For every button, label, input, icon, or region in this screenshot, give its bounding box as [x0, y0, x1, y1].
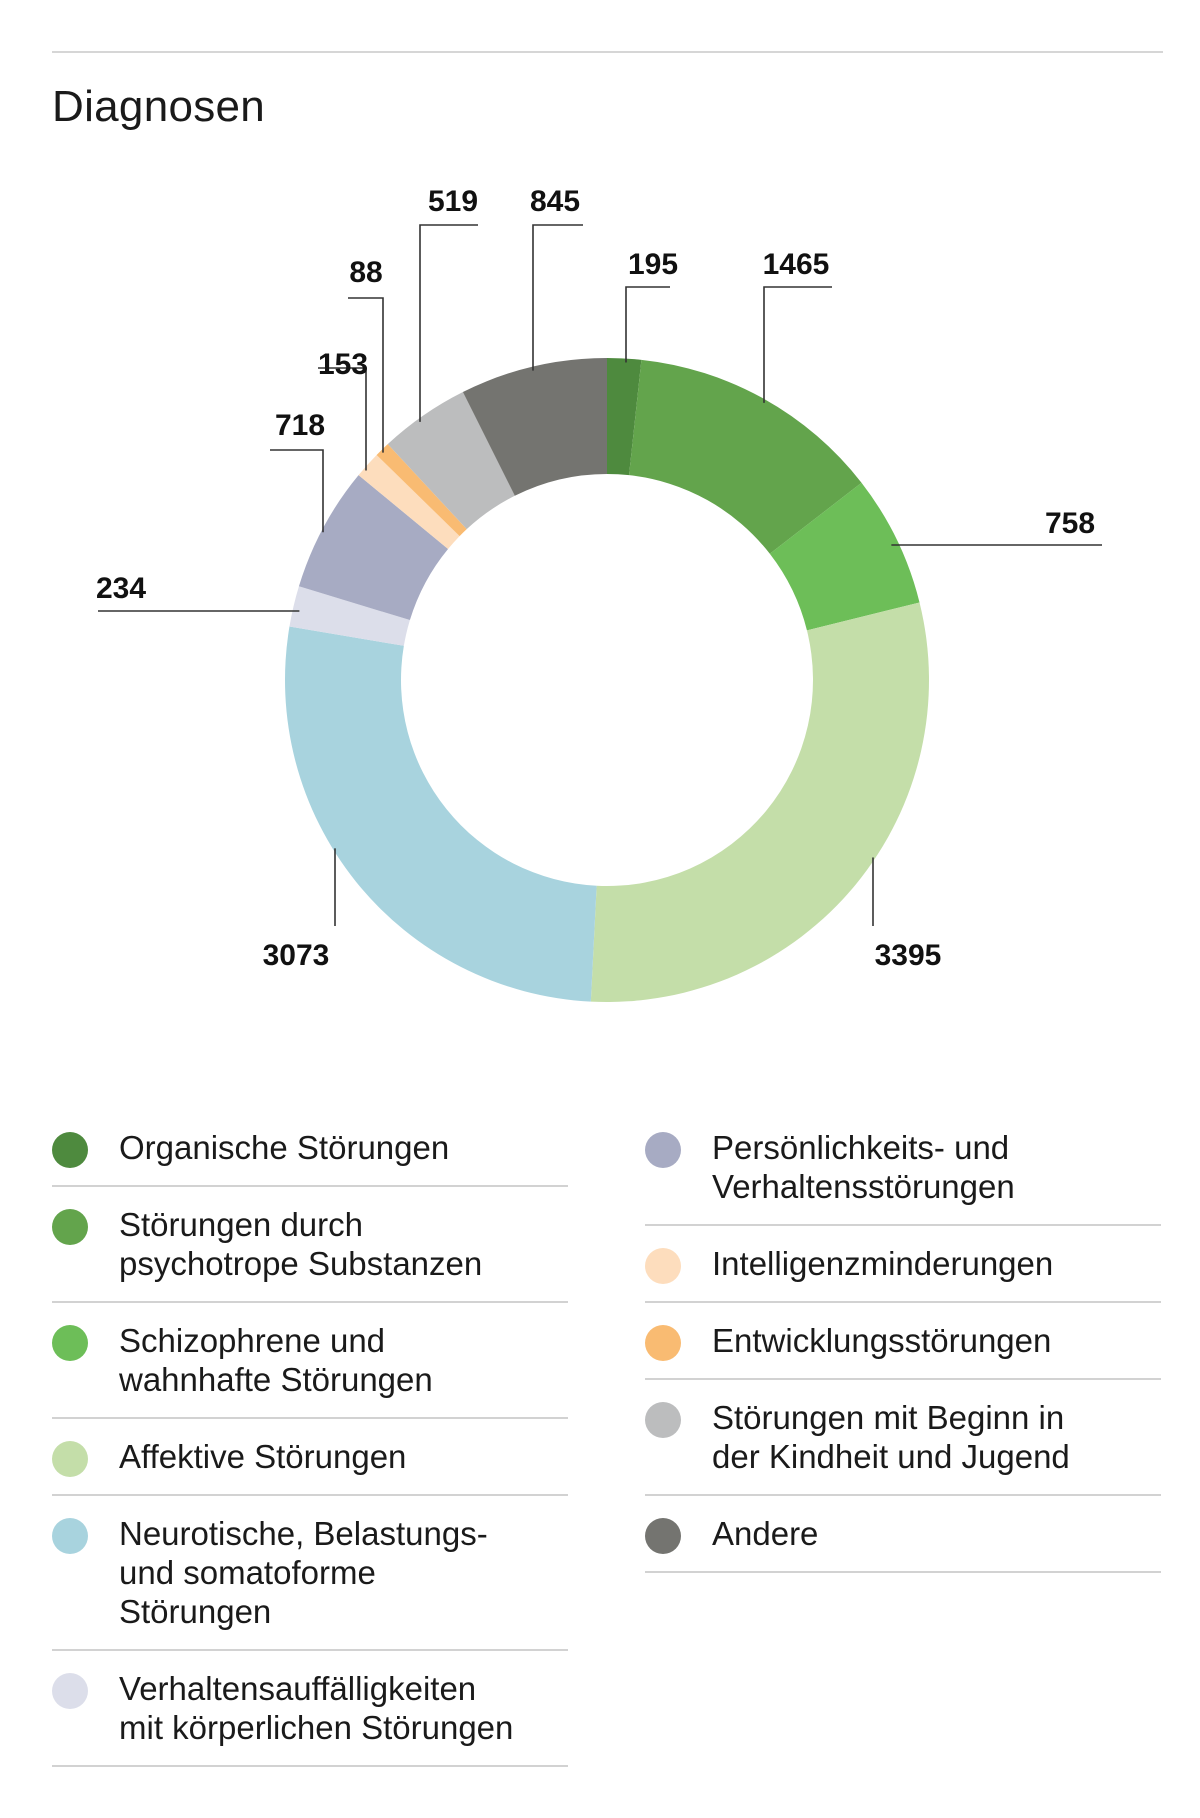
leader-line — [270, 449, 324, 533]
donut-slice — [298, 475, 449, 621]
legend-swatch — [52, 1441, 88, 1477]
legend-item: Störungen durch psychotrope Substanzen — [52, 1187, 568, 1303]
slice-value-label: 845 — [530, 185, 580, 218]
legend-item: Verhaltensauffälligkeiten mit körperlich… — [52, 1651, 568, 1767]
legend-swatch — [645, 1132, 681, 1168]
donut-slice — [358, 455, 460, 549]
donut-slice — [284, 626, 597, 1002]
donut-slice — [462, 358, 607, 496]
legend-swatch — [52, 1132, 88, 1168]
slice-value-label: 3395 — [875, 939, 942, 972]
leader-line — [763, 286, 832, 403]
slice-value-label: 1465 — [763, 248, 830, 281]
donut-slice — [387, 392, 515, 530]
legend-label: Störungen durch psychotrope Substanzen — [119, 1206, 483, 1282]
legend-label: Organische Störungen — [119, 1129, 450, 1166]
legend-item: Schizophrene und wahnhafte Störungen — [52, 1303, 568, 1419]
donut-slice — [629, 359, 862, 554]
legend-swatch — [52, 1673, 88, 1709]
legend-label: Störungen mit Beginn in der Kindheit und… — [712, 1399, 1070, 1475]
slice-value-label: 153 — [318, 348, 368, 381]
legend-swatch — [52, 1325, 88, 1361]
slice-value-label: 234 — [96, 572, 146, 605]
top-divider — [52, 51, 1163, 53]
legend-label: Intelligenzminderungen — [712, 1245, 1054, 1282]
donut-slice — [590, 602, 929, 1002]
legend-swatch — [645, 1248, 681, 1284]
legend-left-column: Organische Störungen Störungen durch psyc… — [52, 1108, 568, 1767]
leader-line — [348, 297, 384, 453]
page-title: Diagnosen — [52, 82, 266, 131]
leader-line — [625, 286, 670, 363]
legend-swatch — [52, 1518, 88, 1554]
legend-label: Entwicklungsstörungen — [712, 1322, 1052, 1359]
legend-label: Verhaltensauffälligkeiten mit körperlich… — [119, 1670, 514, 1746]
legend-item: Neurotische, Belastungs- und somatoforme… — [52, 1496, 568, 1651]
donut-slice — [607, 358, 642, 476]
legend-item: Andere — [645, 1496, 1161, 1573]
legend-item: Intelligenzminderungen — [645, 1226, 1161, 1303]
leader-line — [318, 367, 367, 471]
donut-slice — [769, 482, 920, 631]
slice-value-label: 88 — [349, 256, 382, 289]
slice-value-label: 718 — [275, 409, 325, 442]
legend-swatch — [645, 1325, 681, 1361]
legend-item: Störungen mit Beginn in der Kindheit und… — [645, 1380, 1161, 1496]
legend-item: Entwicklungsstörungen — [645, 1303, 1161, 1380]
legend-swatch — [645, 1402, 681, 1438]
slice-value-label: 195 — [628, 248, 678, 281]
legend-swatch — [645, 1518, 681, 1554]
donut-slice — [376, 444, 467, 537]
legend-label: Neurotische, Belastungs- und somatoforme… — [119, 1515, 488, 1630]
slice-value-label: 3073 — [263, 939, 330, 972]
leader-line — [532, 224, 583, 371]
slice-value-label: 519 — [428, 185, 478, 218]
legend-label: Schizophrene und wahnhafte Störungen — [119, 1322, 433, 1398]
legend-label: Andere — [712, 1515, 819, 1552]
legend-item: Persönlichkeits- und Verhaltensstörungen — [645, 1108, 1161, 1226]
legend-item: Affektive Störungen — [52, 1419, 568, 1496]
legend-item: Organische Störungen — [52, 1108, 568, 1187]
donut-chart: 195 1465 758 3395 3073 234 718 153 88 519 845 — [96, 185, 1102, 1002]
donut-slice — [289, 586, 410, 646]
leader-line — [419, 224, 478, 422]
slice-value-label: 758 — [1045, 507, 1095, 540]
legend-label: Persönlichkeits- und Verhaltensstörungen — [712, 1129, 1015, 1205]
legend-right-column: Persönlichkeits- und Verhaltensstörungen… — [645, 1108, 1161, 1573]
legend-swatch — [52, 1209, 88, 1245]
legend-label: Affektive Störungen — [119, 1438, 407, 1475]
